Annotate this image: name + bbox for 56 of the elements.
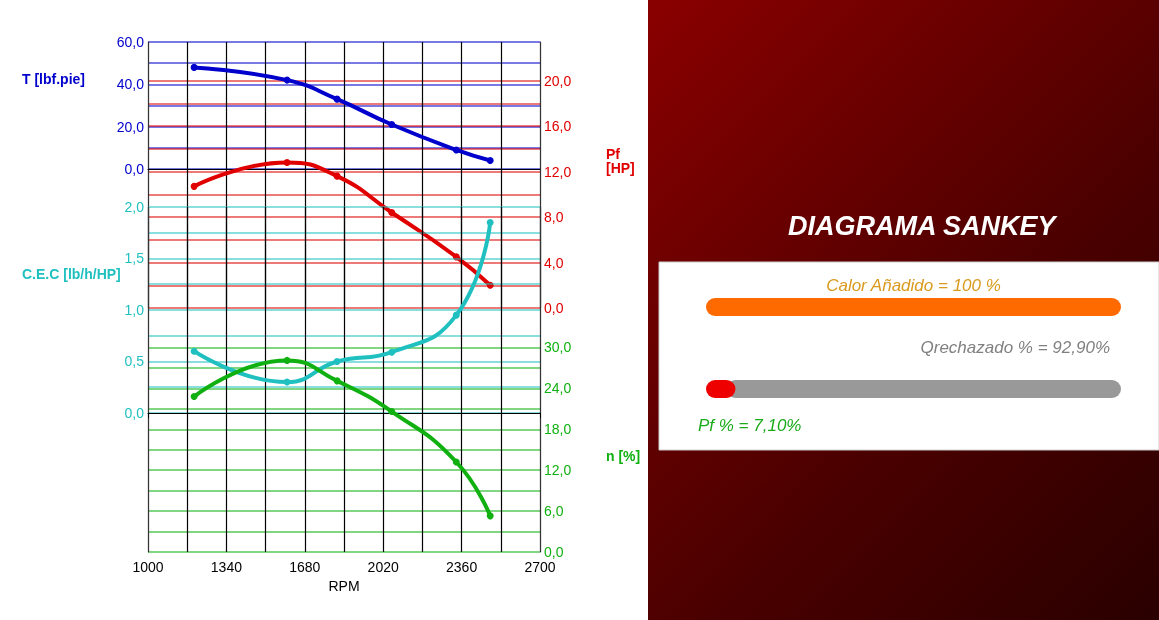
y-tick-label: 60,0 <box>116 34 145 50</box>
y2-tick-label: 12,0 <box>544 163 572 180</box>
data-label: Pf % = 7,10% <box>698 415 802 435</box>
y-tick-label: 40,0 <box>116 76 145 93</box>
y2-tick-label: 8,0 <box>544 209 564 226</box>
y-tick-label: 1,0 <box>124 301 145 318</box>
point <box>452 146 460 154</box>
y2-tick-label: 30,0 <box>544 339 572 356</box>
y-tick-label: 20,0 <box>116 118 145 135</box>
point <box>388 348 396 356</box>
y-tick-label: 0,5 <box>124 353 145 370</box>
y2-tick-label: 0,0 <box>544 300 564 316</box>
y-tick-label: 0,0 <box>124 160 145 177</box>
point <box>283 159 291 166</box>
text: DIAGRAMA SANKEY <box>788 210 1059 241</box>
y2-tick-label: 12,0 <box>544 462 572 479</box>
point <box>486 157 494 164</box>
point <box>452 311 460 319</box>
point <box>388 121 396 129</box>
x-tick-label: 1000 <box>132 559 164 575</box>
y2-axis-title: Pf [HP] <box>606 146 635 176</box>
y-tick-label: 1,5 <box>124 250 145 267</box>
y-tick-label: 0,0 <box>124 404 145 421</box>
point <box>190 347 198 355</box>
y2-tick-label: 18,0 <box>544 421 572 438</box>
point <box>486 512 494 520</box>
x-axis-title: RPM <box>328 577 360 594</box>
x-tick-label: 1340 <box>210 559 243 575</box>
point <box>333 95 341 103</box>
point <box>452 458 460 466</box>
point <box>333 377 341 385</box>
point <box>333 357 341 365</box>
x-tick-label: 2020 <box>367 559 399 575</box>
point <box>388 408 396 416</box>
y2-tick-label: 6,0 <box>544 503 564 520</box>
y-tick-label: 2,0 <box>124 199 145 215</box>
y2-axis-title: n [%] <box>606 448 641 464</box>
y2-tick-label: 16,0 <box>544 118 572 135</box>
y-axis-title: T [lbf.pie] <box>22 71 85 87</box>
y-axis-title: C.E.C [lb/h/HP] <box>22 266 121 282</box>
x-tick-label: 2360 <box>446 559 478 575</box>
point <box>190 63 198 71</box>
point <box>190 393 198 401</box>
x-tick-label: 2700 <box>524 559 556 575</box>
y2-tick-label: 4,0 <box>544 254 564 271</box>
y2-tick-label: 24,0 <box>544 380 572 397</box>
y2-tick-label: 0,0 <box>544 544 564 560</box>
point <box>486 218 494 226</box>
data-label: Qrechazado % = 92,90% <box>920 337 1110 357</box>
x-tick-label: 1680 <box>289 559 321 575</box>
point <box>388 209 396 217</box>
point <box>333 172 341 180</box>
y2-tick-label: 20,0 <box>544 72 572 89</box>
point <box>283 356 291 364</box>
data-label: Calor Añadido = 100 % <box>826 275 1001 295</box>
point <box>190 182 198 190</box>
